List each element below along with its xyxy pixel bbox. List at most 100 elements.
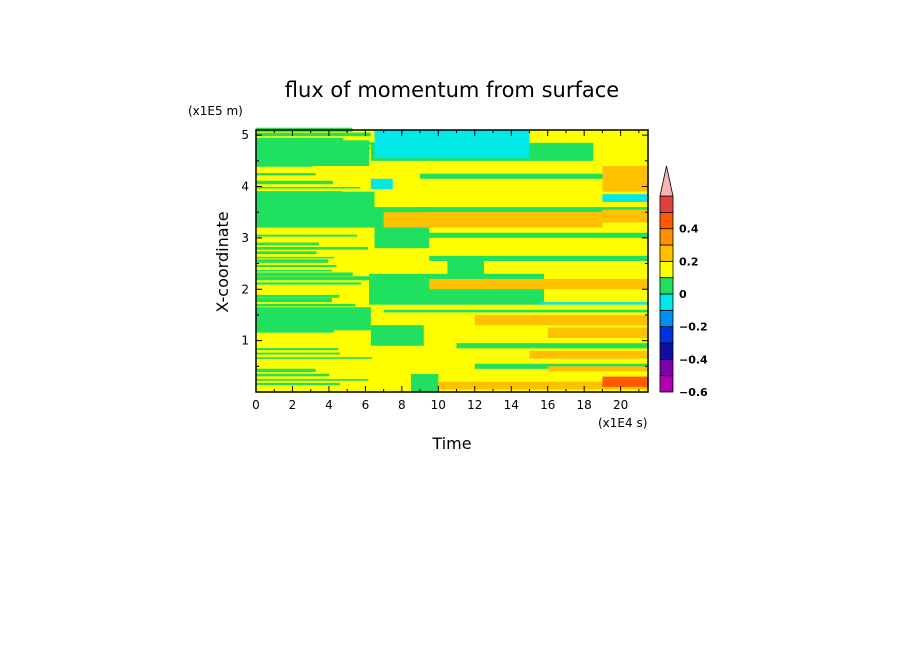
- y-unit-label: (x1E5 m): [188, 104, 243, 118]
- y-axis-title: X-coordinate: [213, 211, 232, 312]
- field-stripe: [256, 242, 319, 246]
- field-band: [420, 173, 612, 179]
- x-tick-label: 0: [252, 398, 260, 412]
- x-tick-label: 12: [467, 398, 482, 412]
- colorbar-tick-label: −0.4: [679, 353, 708, 366]
- colorbar-swatch: [659, 211, 674, 230]
- colorbar-swatch: [659, 244, 674, 262]
- field-band: [429, 255, 648, 261]
- colorbar-swatch: [659, 309, 674, 328]
- field-band: [438, 381, 648, 390]
- plot-frame: [255, 129, 649, 393]
- x-tick-label: 8: [398, 398, 406, 412]
- y-tick-label: 2: [241, 282, 249, 296]
- y-tick-label: 4: [241, 180, 249, 194]
- field-stripe: [256, 329, 334, 333]
- field-stripe: [256, 137, 344, 141]
- field-stripe: [256, 272, 353, 276]
- field-stripe: [256, 357, 373, 359]
- field-band: [429, 278, 648, 290]
- field-band: [383, 212, 603, 228]
- chart-title: flux of momentum from surface: [285, 78, 619, 102]
- field-stripe: [256, 180, 333, 185]
- colorbar-overflow-triangle: [659, 165, 674, 197]
- field-region: [547, 366, 648, 372]
- field-band: [529, 350, 648, 359]
- x-axis-title: Time: [431, 434, 471, 453]
- x-tick-label: 6: [362, 398, 370, 412]
- field-band: [420, 207, 648, 213]
- field-stripe: [256, 386, 348, 390]
- field-band: [374, 232, 648, 238]
- field-stripe: [256, 234, 358, 237]
- field-region: [538, 302, 648, 305]
- colorbar-tick-label: −0.6: [679, 386, 708, 399]
- field-stripe: [256, 378, 369, 381]
- colorbar-tick-label: 0: [679, 288, 687, 301]
- x-tick-label: 4: [325, 398, 333, 412]
- heatmap-field: [256, 127, 648, 392]
- colorbar-swatch: [659, 358, 674, 377]
- field-band: [383, 309, 648, 313]
- field-region: [602, 194, 648, 202]
- y-tick-label: 3: [241, 231, 249, 245]
- field-stripe: [256, 276, 372, 281]
- y-tick-label: 1: [241, 334, 249, 348]
- x-tick-label: 14: [504, 398, 519, 412]
- y-tick-label: 5: [241, 128, 249, 142]
- colorbar-swatch: [659, 228, 674, 246]
- field-stripe: [256, 176, 353, 180]
- field-stripe: [256, 303, 356, 307]
- field-stripe: [256, 237, 329, 241]
- field-stripe: [256, 269, 332, 272]
- field-band: [256, 191, 375, 228]
- field-stripe: [256, 286, 360, 289]
- field-stripe: [256, 334, 333, 338]
- field-stripe: [256, 282, 362, 285]
- colorbar-swatch: [659, 260, 674, 279]
- field-stripe: [256, 348, 339, 351]
- field-band: [547, 327, 648, 339]
- colorbar-swatch: [659, 277, 674, 295]
- x-tick-label: 20: [613, 398, 628, 412]
- x-tick-label: 10: [431, 398, 446, 412]
- field-stripe: [256, 337, 340, 342]
- colorbar-swatch: [659, 326, 674, 344]
- field-stripe: [256, 382, 340, 386]
- field-stripe: [256, 228, 368, 233]
- field-stripe: [256, 294, 340, 298]
- colorbar-swatch: [659, 375, 674, 393]
- field-stripe: [256, 342, 330, 346]
- x-tick-label: 16: [540, 398, 555, 412]
- field-stripe: [256, 132, 371, 137]
- y-axis: 1 2 3 4 5: [241, 128, 648, 367]
- field-band: [256, 307, 371, 331]
- field-band: [456, 343, 648, 349]
- x-axis: 0 2 4 6 8 10 12 14 16 18 20: [252, 130, 640, 412]
- colorbar-swatch: [659, 195, 674, 213]
- field-stripe: [256, 251, 317, 255]
- field-band: [474, 314, 648, 326]
- field-stripe: [256, 298, 333, 303]
- field-region: [420, 130, 475, 141]
- colorbar-tick-label: 0.2: [679, 255, 699, 268]
- colorbar-swatch: [659, 293, 674, 311]
- colorbar-tick-label: 0.4: [679, 223, 699, 236]
- field-band: [370, 325, 424, 346]
- field-stripe: [256, 246, 368, 250]
- field-stripe: [256, 259, 329, 263]
- field-region: [370, 178, 393, 190]
- field-stripe: [256, 173, 316, 176]
- field-stripe: [256, 352, 340, 355]
- field-stripe: [256, 365, 355, 368]
- x-tick-label: 2: [289, 398, 297, 412]
- field-band: [602, 165, 648, 192]
- field-stripe: [256, 373, 330, 377]
- field-stripe: [256, 169, 316, 172]
- field-stripe: [256, 368, 316, 372]
- field-band: [410, 374, 439, 392]
- field-region: [602, 376, 648, 387]
- colorbar-tick-label: −0.2: [679, 321, 708, 334]
- field-stripe: [256, 187, 361, 189]
